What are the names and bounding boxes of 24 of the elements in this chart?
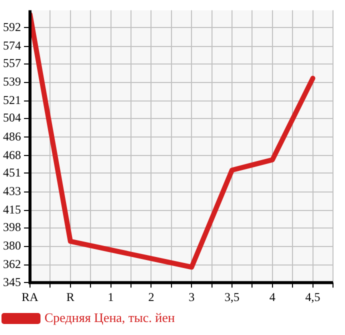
y-tick-label: 521: [3, 93, 21, 108]
x-tick-label: 4,5: [305, 290, 320, 304]
y-tick-label: 468: [3, 148, 21, 162]
y-tick-label: 486: [3, 129, 21, 144]
y-tick-label: 504: [3, 110, 21, 125]
y-tick-label: 451: [3, 165, 21, 180]
y-tick-label: 539: [3, 74, 21, 89]
legend-label: Средняя Цена, тыс. йен: [44, 310, 175, 325]
y-tick-label: 433: [3, 184, 21, 198]
y-tick-label: 398: [3, 220, 21, 234]
x-tick-label: 2: [148, 290, 154, 304]
x-tick-label: 1: [108, 290, 114, 304]
x-tick-label: RA: [22, 290, 39, 304]
y-tick-label: 415: [3, 202, 21, 217]
y-tick-label: 362: [3, 257, 21, 272]
x-tick-label: 3,5: [224, 290, 240, 304]
x-tick-label: 4: [269, 290, 276, 304]
y-tick-label: 345: [3, 274, 21, 289]
y-tick-label: 592: [3, 20, 21, 34]
y-tick-label: 380: [3, 238, 21, 253]
y-tick-label: 574: [3, 38, 21, 52]
x-tick-label: R: [66, 290, 74, 304]
x-tick-label: 3: [188, 290, 195, 304]
y-tick-label: 557: [3, 56, 21, 70]
